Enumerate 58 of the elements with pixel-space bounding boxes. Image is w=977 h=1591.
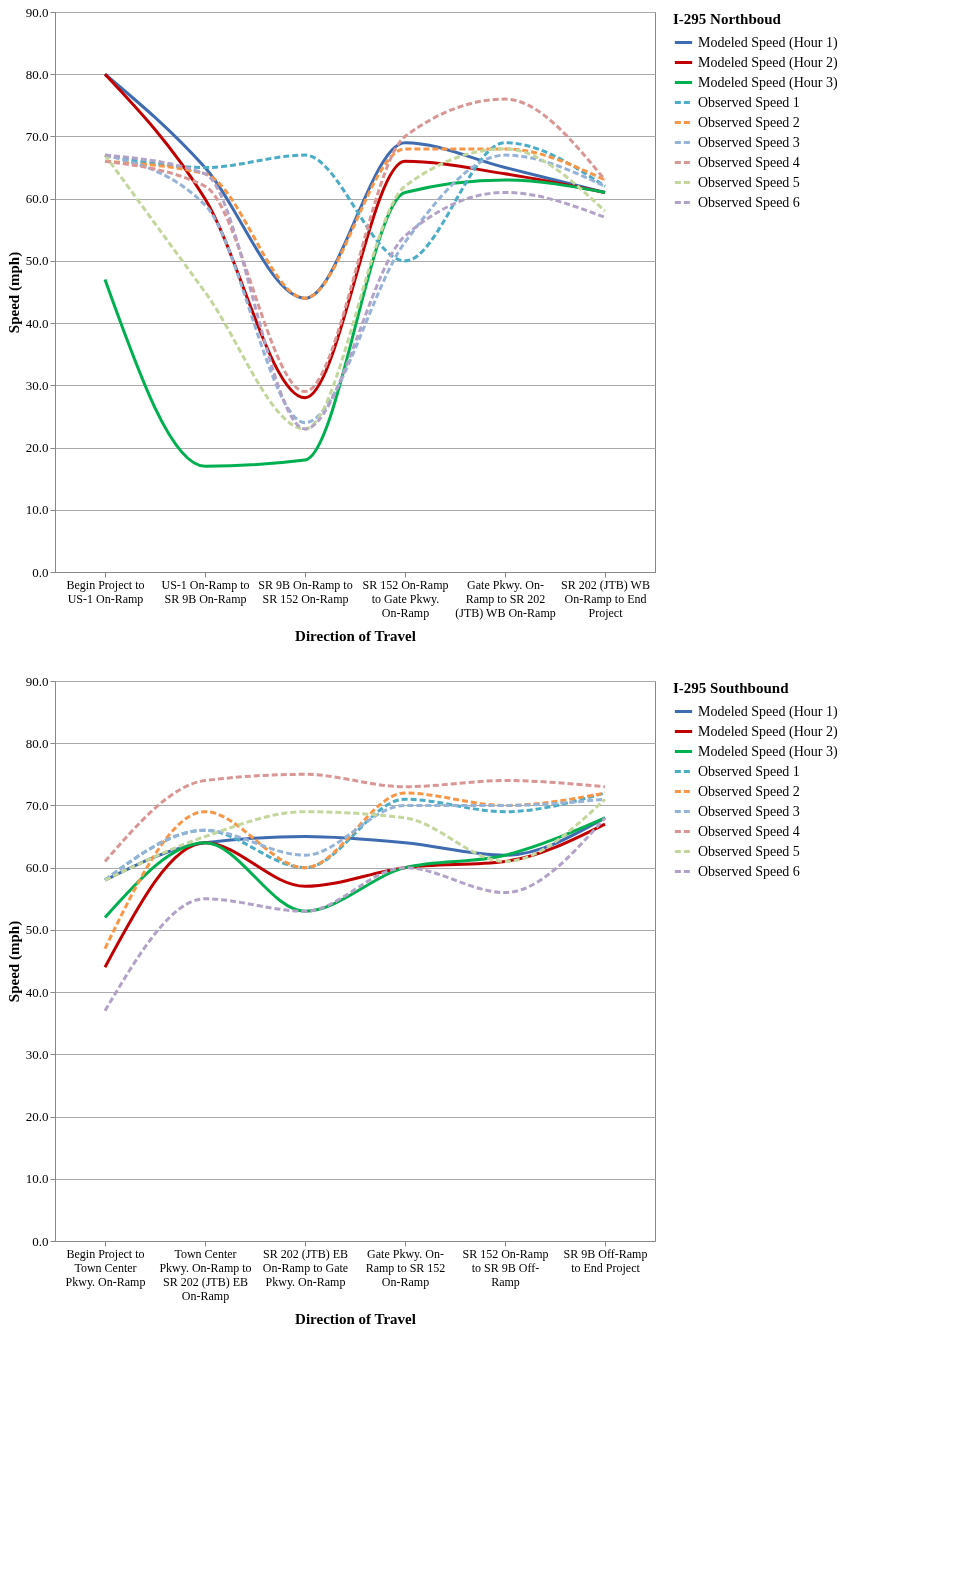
legend-label: Observed Speed 3 [698,134,800,150]
y-tick-label: 60.0 [25,191,49,207]
x-tick-label: Town Center Pkwy. On-Ramp to SR 202 (JTB) EB On-Ramp [159,1246,252,1303]
legend-label: Observed Speed 5 [698,843,800,859]
y-tick-label: 0.0 [32,1233,49,1249]
y-tick-label: 0.0 [32,564,49,580]
y-tick-label: 90.0 [25,4,49,20]
x-axis-title: Direction of Travel [295,1310,416,1327]
legend-label: Observed Speed 2 [698,114,800,130]
legend-label: Modeled Speed (Hour 1) [698,34,838,51]
y-tick-label: 80.0 [25,66,49,82]
y-tick-label: 20.0 [25,1109,49,1125]
y-tick-label: 50.0 [25,253,49,269]
x-tick-label: SR 152 On-Ramp to Gate Pkwy. On-Ramp [362,577,449,620]
x-tick-label: SR 9B Off-Ramp to End Project [563,1246,648,1275]
y-tick-label: 50.0 [25,922,49,938]
y-tick-label: 80.0 [25,735,49,751]
legend-label: Observed Speed 4 [698,154,800,170]
y-tick-label: 30.0 [25,1046,49,1062]
y-tick-label: 90.0 [25,673,49,689]
legend-label: Observed Speed 6 [698,863,800,879]
y-tick-label: 70.0 [25,128,49,144]
x-tick-label: SR 9B On-Ramp to SR 152 On-Ramp [258,577,353,606]
legend-label: Observed Speed 2 [698,783,800,799]
y-tick-label: 20.0 [25,440,49,456]
x-tick-label: SR 202 (JTB) WB On-Ramp to End Project [561,577,650,620]
line-series [103,772,607,863]
y-tick-label: 40.0 [25,984,49,1000]
y-axis-title: Speed (mph) [5,920,23,1003]
y-tick-label: 40.0 [25,315,49,331]
legend-label: Modeled Speed (Hour 3) [698,74,838,91]
y-tick-label: 70.0 [25,797,49,813]
legend-label: Modeled Speed (Hour 1) [698,703,838,720]
x-tick-label: Begin Project to Town Center Pkwy. On-Ramp [65,1246,146,1289]
legend-label: Modeled Speed (Hour 3) [698,743,838,760]
x-tick-label: Begin Project to US-1 On-Ramp [66,577,145,606]
y-tick-label: 10.0 [25,1171,49,1187]
legend-label: Observed Speed 3 [698,803,800,819]
x-axis-title: Direction of Travel [295,627,416,644]
y-axis-title: Speed (mph) [5,251,23,334]
x-tick-label: SR 152 On-Ramp to SR 9B Off-Ramp [462,1246,549,1289]
y-tick-label: 10.0 [25,502,49,518]
legend-label: Observed Speed 5 [698,174,800,190]
legend-label: Observed Speed 1 [698,763,800,779]
legend-label: Modeled Speed (Hour 2) [698,54,838,71]
legend-title: I-295 Southbound [673,680,790,696]
legend-label: Observed Speed 4 [698,823,800,839]
line-series [103,816,607,1013]
y-tick-label: 30.0 [25,377,49,393]
y-tick-label: 60.0 [25,860,49,876]
legend-title: I-295 Northboud [673,11,782,27]
x-tick-label: SR 202 (JTB) EB On-Ramp to Gate Pkwy. On-Ramp [262,1246,349,1289]
x-tick-label: Gate Pkwy. On-Ramp to SR 202 (JTB) WB On-Ramp [455,577,556,620]
x-tick-label: US-1 On-Ramp to SR 9B On-Ramp [161,577,250,606]
legend-label: Modeled Speed (Hour 2) [698,723,838,740]
legend-label: Observed Speed 6 [698,194,800,210]
x-tick-label: Gate Pkwy. On-Ramp to SR 152 On-Ramp [365,1246,446,1289]
legend-label: Observed Speed 1 [698,94,800,110]
